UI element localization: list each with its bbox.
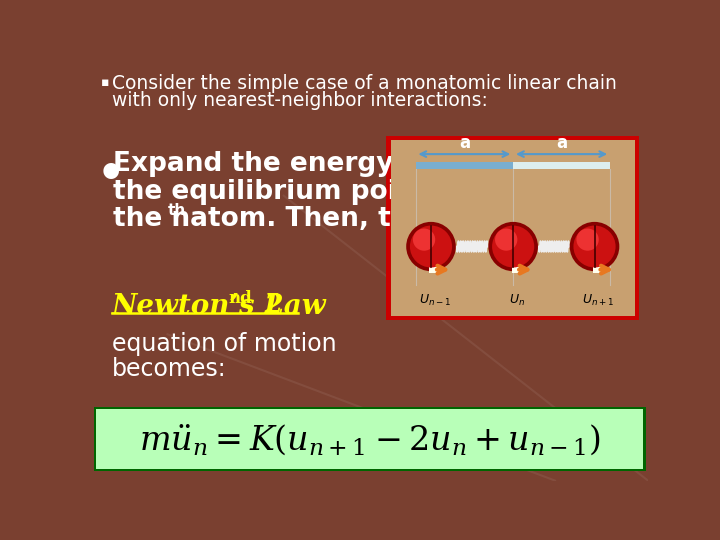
- Ellipse shape: [410, 226, 452, 267]
- Bar: [429, 264, 437, 273]
- Bar: [593, 264, 600, 273]
- Bar: [391, 140, 635, 316]
- Bar: [386, 136, 639, 320]
- Text: a: a: [556, 134, 567, 152]
- Bar: [96, 409, 644, 469]
- Text: the equilibrium point for: the equilibrium point for: [113, 179, 480, 205]
- Text: a: a: [459, 134, 470, 152]
- Text: Law: Law: [245, 293, 325, 320]
- Text: Newton’s 2: Newton’s 2: [112, 293, 284, 320]
- Text: $m\ddot{u}_n = K(u_{n+1} - 2u_n + u_{n-1})$: $m\ddot{u}_n = K(u_{n+1} - 2u_n + u_{n-1…: [139, 422, 600, 456]
- Ellipse shape: [488, 222, 538, 271]
- Ellipse shape: [495, 228, 518, 251]
- Ellipse shape: [406, 222, 456, 271]
- Ellipse shape: [573, 226, 616, 267]
- Text: the n: the n: [113, 206, 190, 233]
- Ellipse shape: [413, 228, 435, 251]
- Text: becomes:: becomes:: [112, 357, 226, 381]
- Text: atom. Then, the: atom. Then, the: [181, 206, 428, 233]
- Text: $U_{n+1}$: $U_{n+1}$: [582, 293, 614, 308]
- Ellipse shape: [577, 228, 599, 251]
- Bar: [513, 162, 610, 168]
- Bar: [94, 407, 646, 471]
- Text: Expand the energy near: Expand the energy near: [113, 151, 470, 177]
- Bar: [415, 162, 513, 168]
- Text: $U_{n-1}$: $U_{n-1}$: [419, 293, 451, 308]
- Text: •: •: [96, 153, 125, 197]
- Ellipse shape: [570, 222, 619, 271]
- Text: equation of motion: equation of motion: [112, 332, 336, 356]
- Text: ▪: ▪: [101, 76, 109, 89]
- Bar: [512, 264, 519, 273]
- Text: nd: nd: [228, 289, 252, 307]
- Text: Consider the simple case of a monatomic linear chain: Consider the simple case of a monatomic …: [112, 74, 616, 93]
- Text: with only nearest-neighbor interactions:: with only nearest-neighbor interactions:: [112, 91, 487, 110]
- Text: $U_n$: $U_n$: [509, 293, 525, 308]
- Text: th: th: [168, 204, 186, 218]
- Ellipse shape: [492, 226, 534, 267]
